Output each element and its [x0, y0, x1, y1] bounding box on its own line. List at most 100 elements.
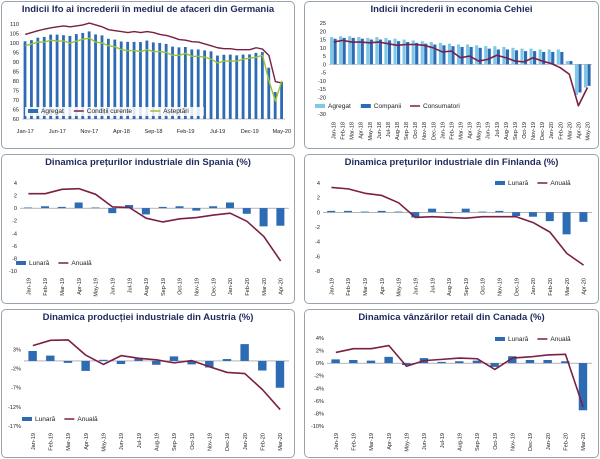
x-tick-label: Oct-19 [190, 433, 196, 450]
y-tick-label: -30 [318, 112, 326, 118]
x-tick-label: Nov-19 [498, 278, 504, 296]
chart-svg: -10 -8 -6 -4 -2 0 2 4 Jan-19 Feb-19 Mar-19 Apr-19 Ma… [9, 181, 289, 297]
bar-agregat [484, 46, 488, 65]
x-tick-label: Jan-20 [228, 278, 234, 295]
x-tick-label: Sep-18 [144, 129, 162, 135]
x-tick-label: Feb-18 [341, 122, 347, 140]
bar-agregat [438, 42, 442, 65]
bar-lunară [81, 360, 90, 371]
bar-lunară [28, 351, 37, 361]
line-series-condiții-curente [25, 22, 282, 84]
bar-companii [478, 47, 482, 65]
bar-lunară [411, 212, 420, 218]
bar-agregat [42, 36, 46, 119]
bar-lunară [512, 212, 521, 216]
x-tick-label: Sep-19 [475, 433, 481, 451]
y-tick-label: -2% [314, 374, 324, 380]
bar-lunară [437, 361, 446, 364]
bar-lunară [444, 212, 453, 214]
y-tick-label: -8% [314, 411, 324, 417]
x-tick-label: Nov-19 [208, 433, 214, 451]
y-tick-label: -6 [315, 254, 320, 260]
bar-companii [333, 38, 337, 65]
x-tick-label: Feb-20 [564, 433, 570, 451]
y-tick-label: -17% [8, 424, 21, 430]
bar-agregat [574, 64, 578, 95]
bar-lunară [74, 202, 83, 209]
bar-lunară [478, 211, 487, 213]
bar-lunară [225, 202, 234, 209]
x-tick-label: Feb-20 [245, 278, 251, 296]
bar-agregat [106, 38, 110, 119]
line-series-anuală [331, 186, 585, 266]
bar-lunară [99, 359, 108, 361]
bar-lunară [579, 212, 588, 222]
x-tick-label: Apr-20 [279, 278, 285, 295]
bar-lunară [108, 208, 117, 214]
y-tick-label: -12% [8, 405, 21, 411]
legend-label: Anuală [71, 260, 92, 267]
bar-lunară [125, 205, 134, 209]
x-tick-label: Sep-19 [464, 278, 470, 296]
bar-agregat [529, 48, 533, 65]
y-tick-label: -2% [11, 367, 21, 373]
bar-lunară [222, 359, 232, 361]
bar-agregat [273, 92, 277, 119]
bar-lunară [377, 210, 386, 213]
bar-agregat [23, 41, 27, 119]
bar-lunară [276, 208, 285, 226]
bar-agregat [113, 39, 117, 119]
y-tick-label: -5 [321, 71, 326, 77]
bar-agregat [248, 54, 251, 119]
bar-lunară [562, 212, 571, 235]
bar-companii [424, 43, 428, 65]
bar-agregat [74, 34, 78, 119]
x-tick-label: Nov-19 [531, 122, 537, 140]
chart-panel-czech-confidence: Indicii încrederii în economia Cehiei -3… [304, 1, 599, 149]
bar-lunară [175, 206, 184, 209]
bar-agregat [87, 31, 91, 119]
x-tick-label: Jul-19 [137, 433, 143, 448]
bar-lunară [578, 363, 588, 411]
bar-agregat [81, 32, 85, 119]
x-tick-label: Dec-18 [431, 122, 437, 140]
x-tick-label: Jul-18 [386, 122, 392, 137]
bar-agregat [254, 52, 258, 119]
bar-agregat [171, 46, 174, 119]
bar-lunară [461, 208, 470, 213]
x-tick-label: Mar-19 [60, 278, 66, 296]
bar-agregat [475, 45, 479, 65]
bar-companii [415, 42, 419, 65]
bar-lunară [428, 208, 437, 213]
y-tick-label: 70 [13, 98, 19, 104]
bar-lunară [472, 360, 482, 364]
y-tick-label: 105 [10, 32, 19, 38]
x-tick-label: Mar-19 [66, 433, 72, 451]
y-tick-label: -2 [12, 219, 17, 225]
bar-lunară [258, 360, 267, 371]
x-tick-label: Feb-20 [548, 278, 554, 296]
x-tick-label: Apr-18 [359, 122, 365, 139]
bar-lunară [495, 210, 504, 213]
bar-agregat [228, 54, 232, 120]
bar-lunară [158, 206, 167, 209]
bar-companii [360, 38, 364, 65]
bar-agregat [402, 39, 406, 65]
chart-panel-canada-retail: Dinamica vânzărilor retail din Canada (%… [304, 309, 599, 458]
bar-companii [542, 51, 546, 65]
bar-lunară [57, 206, 66, 209]
bar-agregat [393, 38, 397, 65]
y-tick-label: 100 [10, 41, 19, 47]
legend-label: Anuală [550, 180, 571, 187]
bar-lunară [187, 360, 196, 365]
bar-agregat [68, 35, 72, 119]
x-tick-label: Mar-20 [278, 433, 284, 451]
x-tick-label: Apr-19 [380, 278, 386, 295]
bar-agregat [366, 37, 370, 65]
bar-lunară [205, 360, 214, 368]
x-tick-label: Nov-19 [195, 278, 201, 296]
bar-lunară [275, 360, 285, 388]
bar-agregat [132, 41, 136, 119]
x-tick-label: Feb-19 [49, 433, 55, 451]
x-tick-label: Jan-19 [26, 278, 32, 295]
